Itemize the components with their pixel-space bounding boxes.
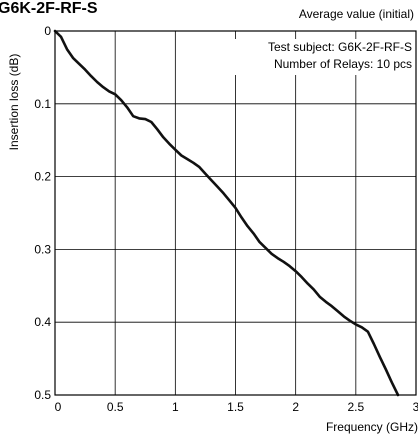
y-tick-label: 0.4 xyxy=(34,315,51,329)
y-tick-label: 0 xyxy=(44,24,51,38)
x-tick-labels: 0 0.5 1 1.5 2 2.5 3 xyxy=(55,400,418,414)
x-tick-label: 2 xyxy=(292,400,299,414)
x-axis-title: Frequency (GHz) xyxy=(326,420,418,434)
y-tick-label: 0.3 xyxy=(34,242,51,256)
series-line xyxy=(53,29,400,397)
x-tick-label: 0.5 xyxy=(107,400,124,414)
y-tick-label: 0.1 xyxy=(34,97,51,111)
x-tick-label: 1.5 xyxy=(227,400,244,414)
x-tick-label: 1 xyxy=(172,400,179,414)
chart-subtitle: Average value (initial) xyxy=(299,7,414,21)
x-tick-label: 3 xyxy=(413,400,418,414)
plot-frame xyxy=(54,30,417,396)
series-layer xyxy=(53,29,400,397)
y-axis-title: Insertion loss (dB) xyxy=(7,54,21,151)
x-tick-label: 2.5 xyxy=(347,400,364,414)
annotation-test-subject: Test subject: G6K-2F-RF-S xyxy=(268,40,412,54)
y-tick-label: 0.5 xyxy=(34,388,51,402)
x-tick-label: 0 xyxy=(55,400,62,414)
y-tick-label: 0.2 xyxy=(34,170,51,184)
y-tick-labels: 0 0.1 0.2 0.3 0.4 0.5 xyxy=(34,24,51,402)
annotation-relay-count: Number of Relays: 10 pcs xyxy=(274,57,412,71)
annotation-box xyxy=(224,39,414,75)
grid xyxy=(54,30,417,396)
chart-title: G6K-2F-RF-S xyxy=(0,0,98,17)
